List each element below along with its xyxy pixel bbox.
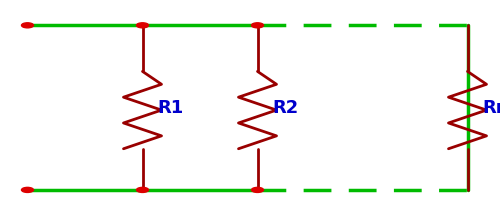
Circle shape [22, 23, 34, 28]
Circle shape [252, 187, 264, 192]
Circle shape [22, 187, 34, 192]
Circle shape [136, 187, 148, 192]
Circle shape [136, 23, 148, 28]
Text: R2: R2 [272, 99, 299, 117]
Text: Rn: Rn [482, 99, 500, 117]
Circle shape [252, 23, 264, 28]
Text: R1: R1 [158, 99, 184, 117]
